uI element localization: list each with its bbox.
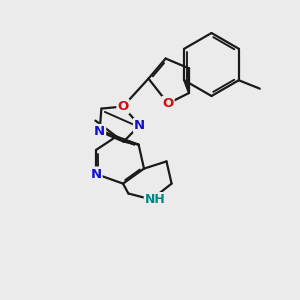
Text: O: O [162,97,174,110]
Text: N: N [134,119,145,132]
Text: N: N [94,125,105,138]
Text: N: N [90,167,102,181]
Text: NH: NH [145,193,166,206]
Text: O: O [117,100,129,113]
